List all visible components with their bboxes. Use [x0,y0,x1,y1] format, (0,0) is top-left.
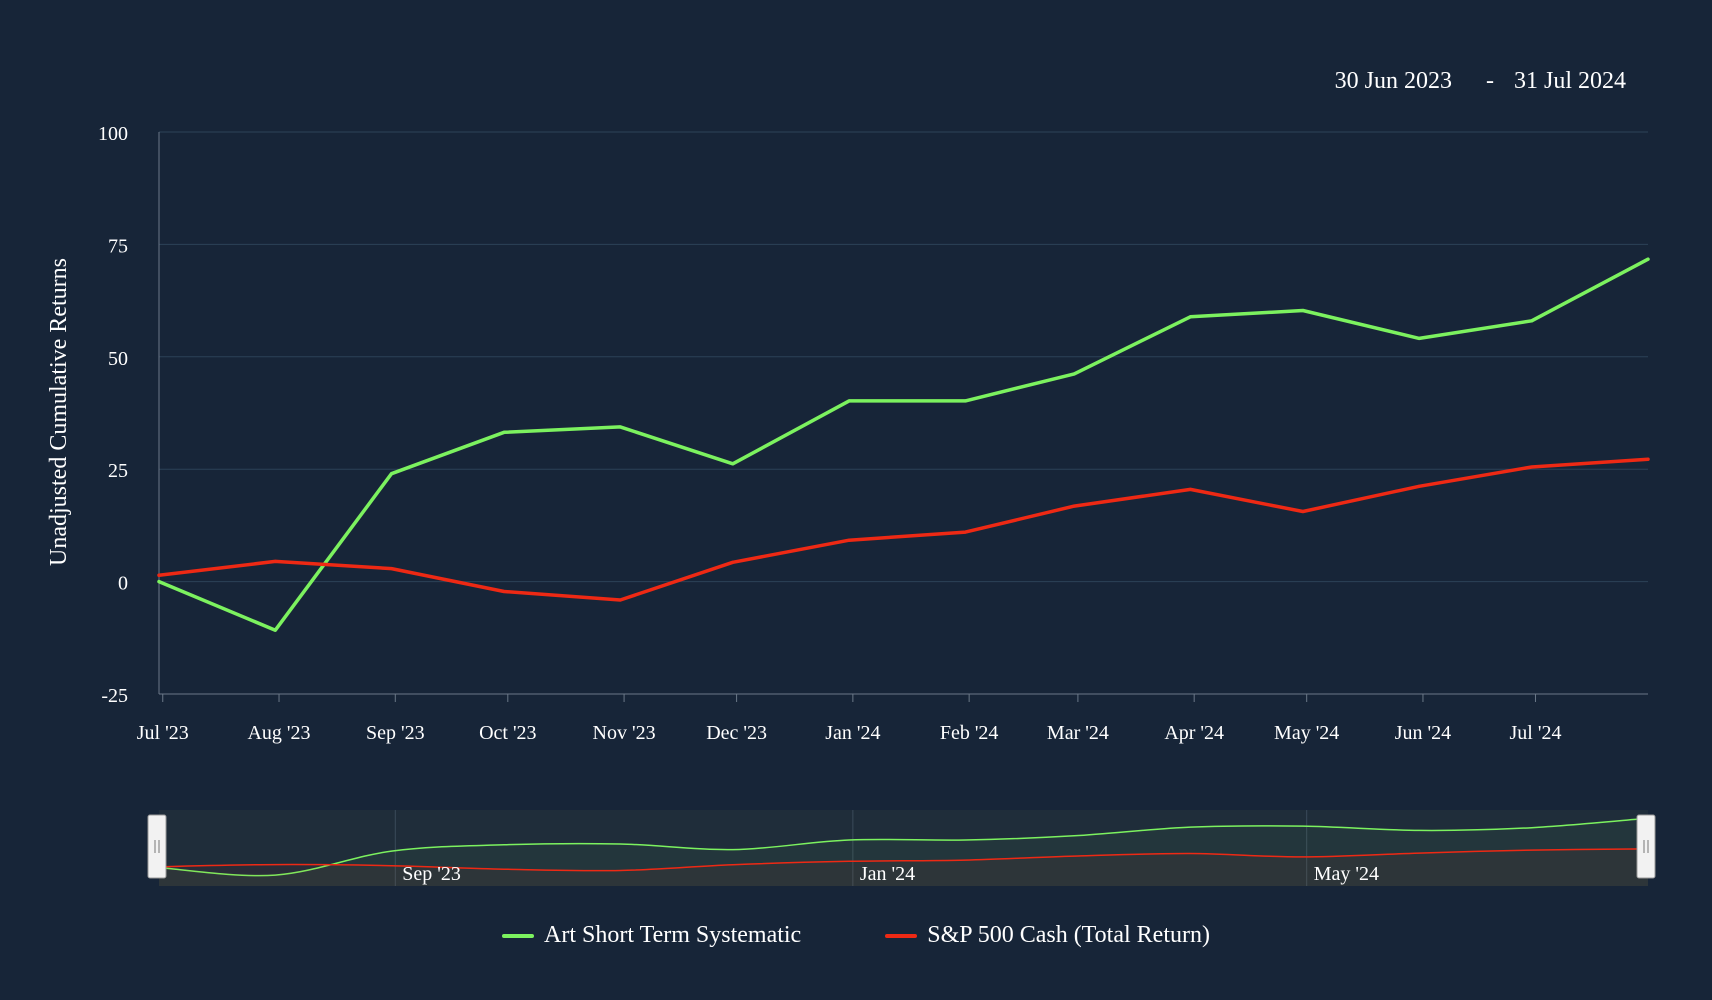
data-point[interactable] [1301,509,1305,513]
navigator-labels: Sep '23 Jan '24 May '24 [402,863,1379,885]
data-point[interactable] [1301,308,1305,312]
x-tick-label: Jan '24 [825,722,880,744]
y-tick-label: 25 [108,460,128,482]
y-tick-label: 0 [118,573,128,595]
data-point[interactable] [273,628,277,632]
x-tick-label: Feb '24 [940,722,999,744]
data-point[interactable] [1072,504,1076,508]
legend-swatch-green [502,933,535,938]
data-point[interactable] [1188,315,1192,319]
navigator-handle-left[interactable] [147,814,167,879]
navigator-handle-right-box[interactable] [1636,814,1656,879]
legend-label: S&P 500 Cash (Total Return) [927,922,1210,948]
navigator-line-0 [158,817,1649,877]
x-tick-label: Nov '23 [593,722,656,744]
series-line-1[interactable] [157,457,1650,602]
data-point[interactable] [618,598,622,602]
grid [159,131,1648,583]
navigator-label: Sep '23 [402,863,461,885]
data-point[interactable] [273,559,277,563]
navigator-background [159,810,1648,886]
navigator-series [158,817,1649,886]
data-point[interactable] [1530,465,1534,469]
data-point[interactable] [618,425,622,429]
data-point[interactable] [847,399,851,403]
navigator-handle-left-box[interactable] [147,814,167,879]
navigator-grid [394,810,1308,886]
data-point[interactable] [157,573,161,577]
legend-label: Art Short Term Systematic [544,922,802,948]
y-tick-label: -25 [101,685,128,707]
x-tick-label: Aug '23 [247,722,310,744]
axes [158,132,1648,695]
legend: Art Short Term Systematic S&P 500 Cash (… [0,922,1712,949]
x-tick-label: Dec '23 [706,722,767,744]
data-point[interactable] [1072,372,1076,376]
x-tick-label: May '24 [1274,722,1339,744]
date-separator: - [1485,68,1494,94]
x-tick-label: Sep '23 [366,722,425,744]
navigator[interactable]: Sep '23 Jan '24 May '24 [147,810,1656,886]
date-from[interactable]: 30 Jun 2023 [1334,68,1452,94]
data-point[interactable] [731,560,735,564]
x-tick-label: Jun '24 [1395,722,1451,744]
x-tick-label: Jul '24 [1510,722,1562,744]
legend-item-sp500[interactable]: S&P 500 Cash (Total Return) [885,922,1210,949]
data-point[interactable] [390,567,394,571]
navigator-label: May '24 [1314,863,1379,885]
y-tick-labels: -25 0 25 50 75 100 [98,123,128,707]
y-tick-label: 100 [98,123,128,145]
data-point[interactable] [1417,336,1421,340]
data-point[interactable] [1646,457,1650,461]
data-point[interactable] [1530,319,1534,323]
data-point[interactable] [390,472,394,476]
y-tick-label: 75 [108,235,128,257]
date-range: 30 Jun 2023 - 31 Jul 2024 [1335,68,1626,95]
data-point[interactable] [1417,484,1421,488]
series [157,257,1650,632]
data-point[interactable] [963,399,967,403]
x-tick-label: Apr '24 [1164,722,1224,744]
legend-item-art-short-term-systematic[interactable]: Art Short Term Systematic [502,922,801,949]
data-point[interactable] [1646,257,1650,261]
data-point[interactable] [847,538,851,542]
data-point[interactable] [502,430,506,434]
data-point[interactable] [502,589,506,593]
navigator-label: Jan '24 [860,863,915,885]
x-tick-label: Mar '24 [1047,722,1109,744]
date-to[interactable]: 31 Jul 2024 [1513,68,1626,94]
y-axis-label: Unadjusted Cumulative Returns [46,258,72,566]
data-point[interactable] [731,462,735,466]
legend-swatch-red [885,933,918,938]
navigator-area-1 [159,848,1648,886]
data-point[interactable] [963,530,967,534]
navigator-handle-right[interactable] [1636,814,1656,879]
x-tick-label: Jul '23 [137,722,189,744]
data-point[interactable] [157,580,161,584]
data-point[interactable] [1188,487,1192,491]
x-tick-labels: Jul '23 Aug '23 Sep '23 Oct '23 Nov '23 Dec '… [137,694,1562,744]
navigator-line-1 [158,848,1649,872]
y-tick-label: 50 [108,348,128,370]
series-line-0[interactable] [157,257,1650,632]
x-tick-label: Oct '23 [479,722,536,744]
